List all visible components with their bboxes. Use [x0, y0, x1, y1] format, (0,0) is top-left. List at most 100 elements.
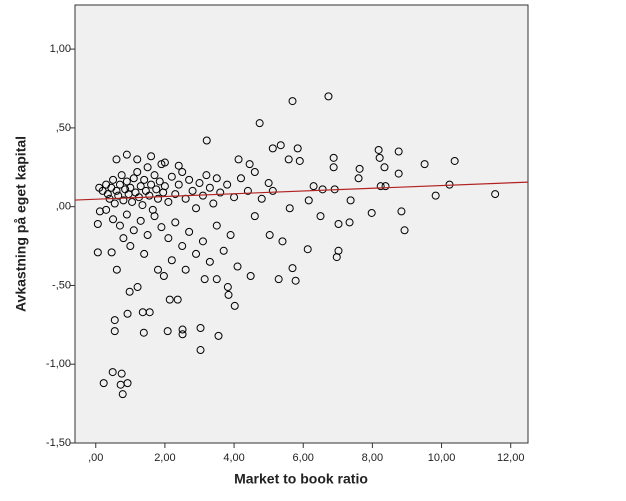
point [150, 171, 159, 180]
x-tick-label: 2,00 [154, 452, 175, 464]
point [198, 237, 207, 246]
point [103, 190, 112, 199]
point [178, 330, 187, 339]
point [188, 186, 197, 195]
point [291, 276, 300, 285]
point [122, 177, 131, 186]
x-axis-title: Market to book ratio [234, 471, 368, 487]
point [381, 182, 390, 191]
point [123, 309, 132, 318]
point [164, 197, 173, 206]
point [174, 161, 183, 170]
point [354, 174, 363, 183]
point [138, 201, 147, 210]
point [224, 290, 233, 299]
y-tick-label: 1,00 [50, 43, 71, 55]
point [334, 246, 343, 255]
point [159, 271, 168, 280]
point [112, 265, 121, 274]
point [205, 257, 214, 266]
point [110, 327, 119, 336]
point [136, 182, 145, 191]
point [136, 216, 145, 225]
point [346, 196, 355, 205]
point [196, 323, 205, 332]
point [139, 328, 148, 337]
point [334, 220, 343, 228]
point [278, 237, 287, 246]
point [226, 231, 235, 240]
point [174, 180, 183, 189]
x-tick-label: 4,00 [223, 452, 244, 464]
y-tick-label: ,00 [56, 201, 71, 213]
point [245, 160, 254, 169]
point [246, 271, 255, 280]
point [171, 190, 180, 199]
point [153, 265, 162, 274]
point [133, 155, 142, 164]
point [233, 262, 242, 271]
point [115, 180, 124, 189]
point [250, 168, 259, 177]
point [112, 186, 121, 195]
point [117, 171, 126, 180]
point [115, 221, 124, 230]
point [288, 97, 297, 106]
point [303, 245, 312, 254]
point [202, 171, 211, 180]
point [200, 275, 209, 284]
point [155, 177, 164, 186]
point [288, 264, 297, 273]
point [265, 231, 274, 240]
point [171, 218, 180, 227]
point [109, 175, 118, 184]
point [223, 180, 232, 189]
point [153, 194, 162, 203]
point [216, 188, 225, 197]
point [268, 186, 277, 195]
point [185, 175, 194, 184]
point [143, 231, 152, 240]
point [285, 204, 294, 213]
y-tick-label: -,50 [52, 279, 71, 291]
point [394, 147, 403, 156]
point [93, 220, 102, 228]
x-tick-label: 12,00 [497, 452, 525, 464]
point [165, 295, 174, 304]
y-tick-label: -1,00 [46, 358, 71, 370]
y-tick-label: ,50 [56, 122, 71, 134]
point [318, 185, 327, 194]
point [212, 221, 221, 230]
point [367, 208, 376, 217]
point [181, 265, 190, 274]
point [219, 246, 228, 255]
y-tick-label: -1,50 [46, 437, 71, 449]
point [99, 379, 108, 388]
point [234, 155, 243, 164]
point [147, 152, 156, 161]
point [394, 169, 403, 178]
point [107, 248, 116, 257]
point [293, 144, 302, 153]
point [374, 145, 383, 154]
point [196, 346, 205, 355]
point [110, 316, 119, 325]
point [420, 160, 429, 169]
point [122, 210, 131, 219]
point [192, 249, 201, 258]
point [329, 163, 338, 172]
point [376, 182, 385, 191]
point [397, 207, 406, 216]
point [129, 226, 138, 235]
point [133, 168, 142, 177]
point [264, 179, 273, 188]
point [123, 379, 132, 388]
point [431, 191, 440, 200]
point [150, 212, 159, 221]
point [243, 186, 252, 195]
point [236, 174, 245, 183]
point [212, 174, 221, 183]
point [491, 190, 500, 199]
point [276, 141, 285, 150]
